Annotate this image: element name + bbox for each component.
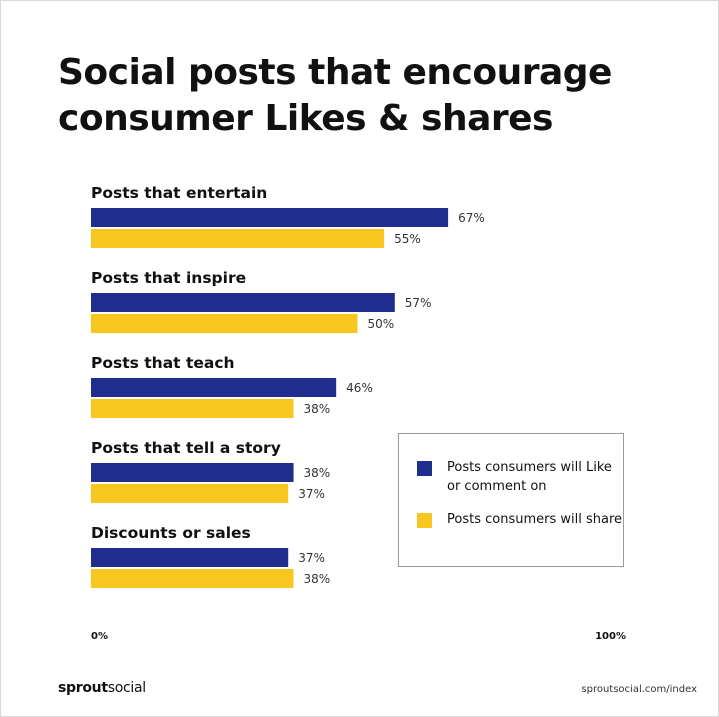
chart-title: Social posts that encourage consumer Lik… [58,52,612,139]
bar-share [91,399,294,418]
brand-logo-bold: sprout [58,680,108,696]
legend-label-like: Posts consumers will Like or comment on [447,460,612,494]
value-label-share: 37% [298,487,325,501]
category-label: Posts that entertain [91,184,267,202]
bar-like [91,463,294,482]
category-label: Discounts or sales [91,524,251,542]
value-label-like: 46% [346,381,373,395]
value-label-share: 38% [304,572,331,586]
bar-like [91,378,337,397]
legend-swatch-like [417,461,432,476]
category-label: Posts that tell a story [91,439,281,457]
bar-share [91,229,385,248]
brand-logo: sproutsocial [58,680,146,696]
value-label-share: 50% [368,317,395,331]
value-label-like: 37% [298,551,325,565]
x-tick-label-max: 100% [595,631,626,642]
legend: Posts consumers will Like or comment on … [398,433,624,567]
value-label-like: 67% [458,211,485,225]
bar-share [91,484,289,503]
source-url: sproutsocial.com/index [581,684,697,695]
brand-logo-regular: social [107,680,146,696]
bar-like [91,293,395,312]
value-label-share: 55% [394,232,421,246]
legend-label-share: Posts consumers will share [447,512,623,527]
category-label: Posts that teach [91,354,235,372]
bar-share [91,569,294,588]
value-label-share: 38% [304,402,331,416]
bar-like [91,548,289,567]
category-label: Posts that inspire [91,269,246,287]
x-tick-label-min: 0% [91,631,108,642]
bar-like [91,208,449,227]
bar-share [91,314,358,333]
value-label-like: 38% [304,466,331,480]
value-label-like: 57% [405,296,432,310]
legend-swatch-share [417,513,432,528]
